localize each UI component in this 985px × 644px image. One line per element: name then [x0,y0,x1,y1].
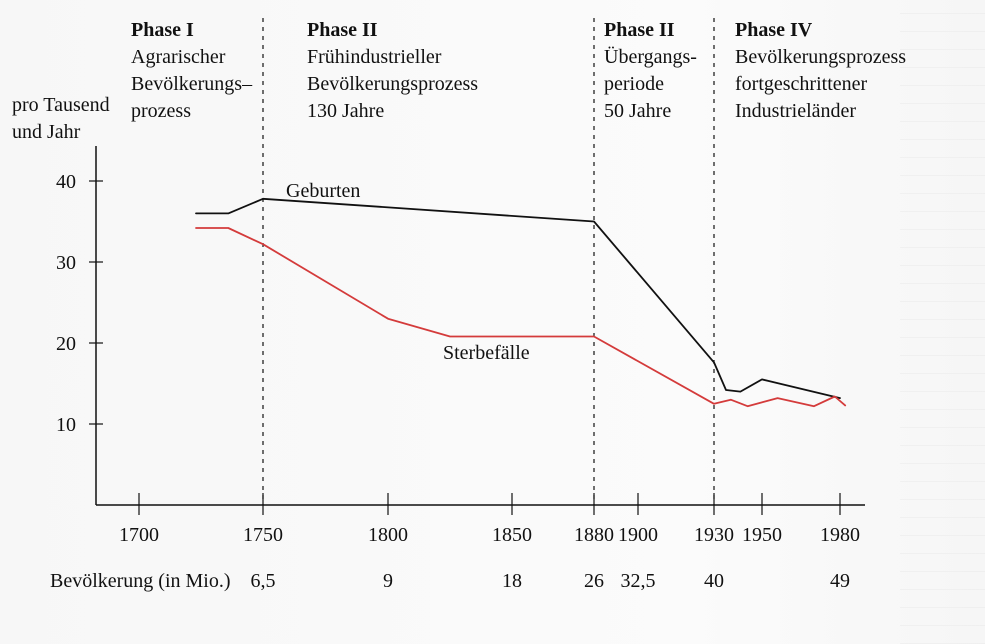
y-tick-label-10: 10 [56,414,76,436]
x-tick-label-1900: 1900 [618,524,658,546]
phase-line-3-3: 50 Jahre [604,100,671,122]
phase-line-3-2: periode [604,73,664,95]
chart-series [195,197,847,408]
x-tick-label-1750: 1750 [243,524,283,546]
y-axis-title-line-2: und Jahr [12,121,81,143]
birth-rate-line [195,197,841,399]
death-rate-line [195,227,847,408]
phase-line-1-2: Bevölkerungs– [131,73,253,95]
phase-title-1: Phase I [131,19,194,41]
axes [95,146,865,506]
y-tick-label-30: 30 [56,252,76,274]
phase-line-3-1: Übergangs- [604,45,697,68]
population-row: Bevölkerung (in Mio.) 6,5 9 18 26 32,5 40 49 [50,570,850,592]
series-labels: Geburten Sterbefälle [286,180,530,364]
phase-title-2: Phase II [307,19,378,41]
phase-line-1-3: prozess [131,100,191,122]
phase-line-4-2: fortgeschrittener [735,73,867,95]
phase-line-2-1: Frühindustrieller [307,46,442,68]
phase-line-4-3: Industrieländer [735,100,856,122]
axis-ticks: 10 20 30 40 1700 1750 1800 1850 1880 1900 1930 1950… [56,171,860,546]
x-tick-label-1700: 1700 [119,524,159,546]
population-value-1980: 49 [830,570,850,592]
phase-title-3: Phase II [604,19,675,41]
y-tick-label-20: 20 [56,333,76,355]
population-value-1750: 6,5 [251,570,276,592]
phase-labels: Phase I Agrarischer Bevölkerungs– prozes… [131,19,906,122]
population-value-1930: 40 [704,570,724,592]
x-tick-label-1930: 1930 [694,524,734,546]
x-tick-label-1880: 1880 [574,524,614,546]
y-tick-label-40: 40 [56,171,76,193]
series-label-geburten: Geburten [286,180,360,202]
phase-line-4-1: Bevölkerungsprozess [735,46,906,68]
population-value-1880: 26 [584,570,604,592]
phase-boundary-lines [262,18,715,505]
phase-title-4: Phase IV [735,19,813,41]
population-label: Bevölkerung (in Mio.) [50,570,231,592]
y-axis-title-line-1: pro Tausend [12,94,110,116]
phase-line-1-1: Agrarischer [131,46,226,68]
x-tick-label-1950: 1950 [742,524,782,546]
series-label-sterbefaelle: Sterbefälle [443,342,530,364]
population-value-1850: 18 [502,570,522,592]
background-text-ghost [900,0,985,644]
phase-line-2-2: Bevölkerungsprozess [307,73,478,95]
x-tick-label-1800: 1800 [368,524,408,546]
x-tick-label-1980: 1980 [820,524,860,546]
population-value-1900: 32,5 [621,570,656,592]
population-value-1800: 9 [383,570,393,592]
phase-line-2-3: 130 Jahre [307,100,384,122]
x-tick-label-1850: 1850 [492,524,532,546]
y-axis-title: pro Tausend und Jahr [12,94,110,143]
